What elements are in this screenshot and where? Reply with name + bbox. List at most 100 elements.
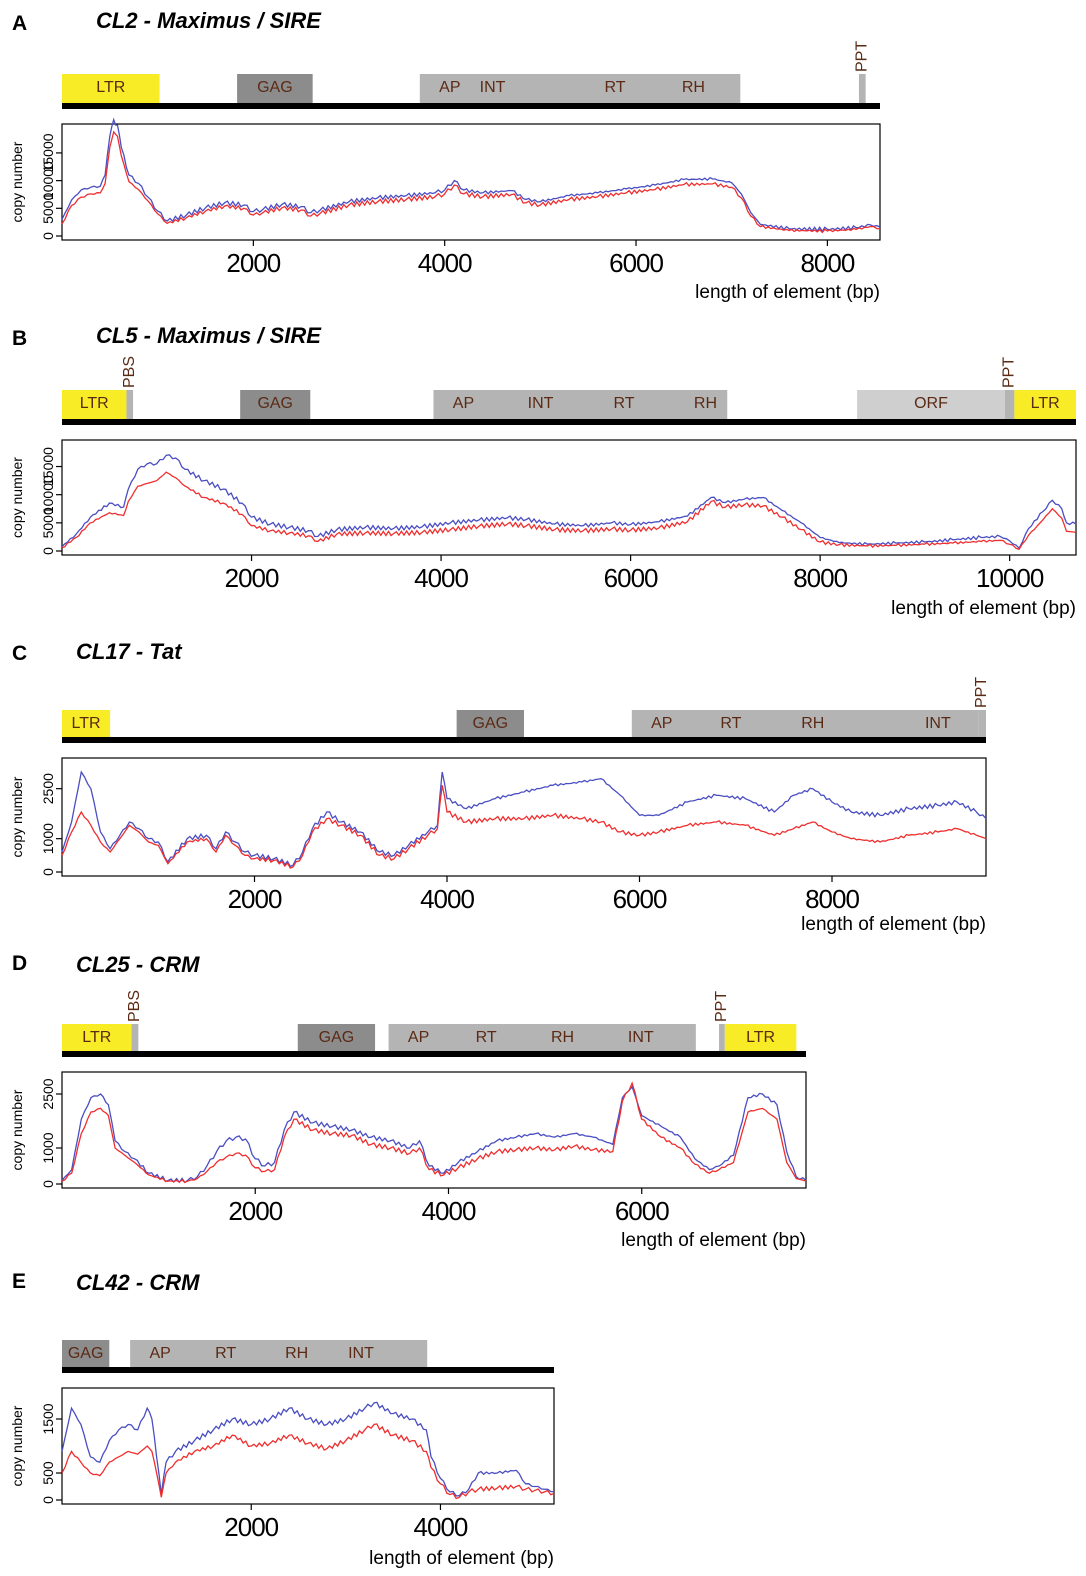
series-line [61,1081,807,1184]
domain-ap [419,74,741,104]
domain-label: RT [476,1029,497,1046]
x-tick-label: 4000 [414,563,468,593]
domain-ppt [858,74,866,104]
x-axis-label: length of element (bp) [695,282,880,303]
x-axis-label: length of element (bp) [369,1548,554,1569]
domain-label: PPT [1001,357,1018,388]
element-map: LTR PBS GAG AP INT RT RH ORF PPT LTR [62,356,1076,425]
y-tick-label: 5000 [40,193,56,224]
y-axis-label: copy number [9,457,25,538]
x-tick-label: 2000 [228,1196,282,1226]
x-tick-label: 2000 [228,884,282,914]
element-backbone [62,737,986,743]
series-line [61,471,1077,551]
panel-a: A CL2 - Maximus / SIRE LTR GAG AP INT RT RH PPT 0… [9,8,881,303]
element-backbone [62,1367,554,1373]
domain-ltr [724,1024,797,1052]
series-line [61,117,881,233]
domain-label: PBS [126,990,143,1022]
x-tick-label: 10000 [976,563,1044,593]
element-map: LTR GAG AP INT RT RH PPT [62,41,880,109]
x-tick-label: 6000 [604,563,658,593]
plot-frame [61,439,1077,556]
series-line [61,770,987,868]
element-map: LTR PBS GAG AP RT RH INT PPT LTR [62,990,806,1057]
element-backbone [62,103,880,109]
y-tick-label: 0 [40,1496,56,1504]
domain-ppt [978,710,986,738]
domain-label: LTR [746,1029,775,1046]
domain-label: RH [682,79,705,96]
series-line [61,454,1077,550]
panel-letter: B [12,327,27,350]
panel-d: D CL25 - CRM LTR PBS GAG AP RT RH INT PPT LTR 0 1000… [9,952,807,1251]
domain-label: RH [551,1029,574,1046]
x-tick-label: 6000 [615,1196,669,1226]
x-tick-label: 2000 [224,1512,278,1542]
domain-label: LTR [82,1029,111,1046]
plot-frame [61,1071,807,1189]
domain-pbs [131,1024,139,1052]
domain-ltr [62,390,127,420]
domain-label: INT [348,1345,374,1362]
panel-title: CL42 - CRM [76,1270,200,1295]
domain-pbs [126,390,134,420]
domain-label: GAG [473,715,509,732]
y-tick-label: 1000 [40,823,56,854]
panel-b: B CL5 - Maximus / SIRE LTR PBS GAG AP INT RT RH O… [9,323,1077,619]
x-tick-label: 2000 [226,248,280,278]
panel-title: CL25 - CRM [76,952,200,977]
domain-gag [240,390,311,420]
y-axis-label: copy number [9,776,25,857]
domain-label: PBS [121,356,138,388]
element-map: LTR GAG AP RT RH INT PPT [62,677,990,743]
y-tick-label: 10000 [40,475,56,514]
y-tick-label: 500 [40,1461,56,1485]
domain-gag [237,74,313,104]
x-axis-label: length of element (bp) [801,914,986,935]
y-tick-label: 0 [40,868,56,876]
domain-label: INT [628,1029,654,1046]
domain-label: INT [528,395,554,412]
x-tick-label: 4000 [418,248,472,278]
y-axis-label: copy number [9,1405,25,1486]
series-line [61,785,987,869]
panel-title: CL17 - Tat [76,639,183,664]
x-tick-label: 4000 [422,1196,476,1226]
domain-label: RH [694,395,717,412]
domain-label: GAG [68,1345,104,1362]
panel-letter: A [12,12,27,35]
y-tick-label: 2500 [40,1078,56,1109]
panel-e: E CL42 - CRM GAG AP RT RH INT 0 500 1500 copy numb… [9,1270,555,1569]
domain-label: GAG [319,1029,355,1046]
domain-label: PPT [713,991,730,1022]
domain-ppt [719,1024,725,1052]
domain-label: AP [149,1345,170,1362]
x-tick-label: 8000 [805,884,859,914]
domain-label: PPT [853,41,870,72]
y-tick-label: 1500 [40,1403,56,1434]
y-tick-label: 15000 [40,133,56,172]
domain-label: RT [720,715,741,732]
panel-letter: E [12,1270,26,1293]
plot-frame [61,123,881,241]
element-backbone [62,419,1076,425]
series-line [61,1423,555,1500]
y-tick-label: 2500 [40,773,56,804]
domain-label: ORF [914,395,948,412]
domain-ap [631,710,979,738]
domain-ltr [1014,390,1076,420]
domain-ltr [62,710,111,738]
domain-label: LTR [72,715,101,732]
domain-ap [388,1024,696,1052]
x-tick-label: 6000 [609,248,663,278]
domain-label: AP [408,1029,429,1046]
y-axis-label: copy number [9,141,25,222]
element-map: GAG AP RT RH INT [62,1340,554,1373]
domain-label: INT [480,79,506,96]
y-axis-label: copy number [9,1089,25,1170]
x-axis-label: length of element (bp) [891,598,1076,619]
element-backbone [62,1051,806,1057]
series-line [61,1085,807,1184]
